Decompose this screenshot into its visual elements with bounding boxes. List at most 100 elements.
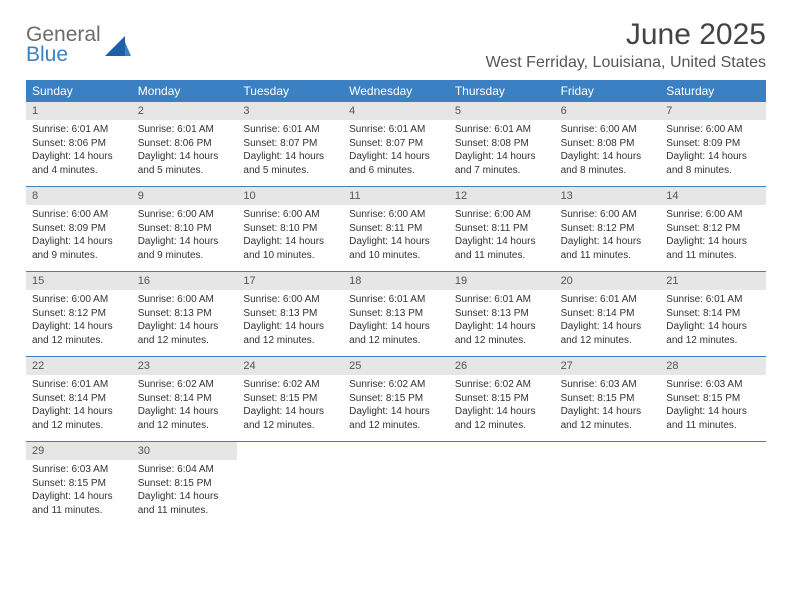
day-cell: 1Sunrise: 6:01 AMSunset: 8:06 PMDaylight… (26, 102, 132, 186)
daylight-text: Daylight: 14 hours (32, 320, 126, 334)
sunrise-text: Sunrise: 6:00 AM (32, 293, 126, 307)
day-number: 15 (26, 272, 132, 290)
sunrise-text: Sunrise: 6:01 AM (32, 123, 126, 137)
day-cell (237, 442, 343, 526)
daylight-text: and 5 minutes. (243, 164, 337, 178)
day-number: 2 (132, 102, 238, 120)
day-details: Sunrise: 6:01 AMSunset: 8:07 PMDaylight:… (343, 120, 449, 183)
daylight-text: Daylight: 14 hours (666, 150, 760, 164)
day-cell (660, 442, 766, 526)
day-details: Sunrise: 6:01 AMSunset: 8:13 PMDaylight:… (449, 290, 555, 353)
brand-logo: General Blue (26, 18, 131, 65)
sunrise-text: Sunrise: 6:00 AM (243, 208, 337, 222)
week-row: 1Sunrise: 6:01 AMSunset: 8:06 PMDaylight… (26, 102, 766, 187)
sunset-text: Sunset: 8:13 PM (455, 307, 549, 321)
day-details: Sunrise: 6:00 AMSunset: 8:11 PMDaylight:… (449, 205, 555, 268)
daylight-text: and 4 minutes. (32, 164, 126, 178)
sunrise-text: Sunrise: 6:00 AM (455, 208, 549, 222)
sunrise-text: Sunrise: 6:03 AM (32, 463, 126, 477)
day-details: Sunrise: 6:00 AMSunset: 8:08 PMDaylight:… (555, 120, 661, 183)
sunset-text: Sunset: 8:09 PM (32, 222, 126, 236)
day-details: Sunrise: 6:01 AMSunset: 8:06 PMDaylight:… (132, 120, 238, 183)
daylight-text: Daylight: 14 hours (349, 405, 443, 419)
sunset-text: Sunset: 8:15 PM (455, 392, 549, 406)
daylight-text: Daylight: 14 hours (243, 405, 337, 419)
day-details: Sunrise: 6:00 AMSunset: 8:12 PMDaylight:… (660, 205, 766, 268)
day-header: Tuesday (237, 80, 343, 102)
daylight-text: Daylight: 14 hours (666, 235, 760, 249)
day-cell: 14Sunrise: 6:00 AMSunset: 8:12 PMDayligh… (660, 187, 766, 271)
day-details: Sunrise: 6:04 AMSunset: 8:15 PMDaylight:… (132, 460, 238, 523)
day-header: Friday (555, 80, 661, 102)
day-details: Sunrise: 6:00 AMSunset: 8:09 PMDaylight:… (660, 120, 766, 183)
day-cell: 16Sunrise: 6:00 AMSunset: 8:13 PMDayligh… (132, 272, 238, 356)
day-cell: 13Sunrise: 6:00 AMSunset: 8:12 PMDayligh… (555, 187, 661, 271)
day-cell: 9Sunrise: 6:00 AMSunset: 8:10 PMDaylight… (132, 187, 238, 271)
day-cell: 19Sunrise: 6:01 AMSunset: 8:13 PMDayligh… (449, 272, 555, 356)
day-details: Sunrise: 6:01 AMSunset: 8:07 PMDaylight:… (237, 120, 343, 183)
daylight-text: and 12 minutes. (349, 419, 443, 433)
day-number: 7 (660, 102, 766, 120)
sunrise-text: Sunrise: 6:00 AM (243, 293, 337, 307)
day-cell: 12Sunrise: 6:00 AMSunset: 8:11 PMDayligh… (449, 187, 555, 271)
day-details: Sunrise: 6:00 AMSunset: 8:11 PMDaylight:… (343, 205, 449, 268)
day-cell: 27Sunrise: 6:03 AMSunset: 8:15 PMDayligh… (555, 357, 661, 441)
day-cell (343, 442, 449, 526)
day-number: 20 (555, 272, 661, 290)
day-details: Sunrise: 6:01 AMSunset: 8:06 PMDaylight:… (26, 120, 132, 183)
daylight-text: and 11 minutes. (666, 419, 760, 433)
day-cell: 10 Sunrise: 6:00 AMSunset: 8:10 PMDayligh… (237, 187, 343, 271)
daylight-text: and 12 minutes. (349, 334, 443, 348)
daylight-text: Daylight: 14 hours (32, 235, 126, 249)
sunset-text: Sunset: 8:08 PM (561, 137, 655, 151)
day-number: 19 (449, 272, 555, 290)
day-number: 18 (343, 272, 449, 290)
day-details: Sunrise: 6:02 AMSunset: 8:15 PMDaylight:… (449, 375, 555, 438)
daylight-text: Daylight: 14 hours (243, 150, 337, 164)
sunset-text: Sunset: 8:14 PM (666, 307, 760, 321)
title-block: June 2025 West Ferriday, Louisiana, Unit… (486, 18, 766, 72)
day-number: 11 (343, 187, 449, 205)
day-details: Sunrise: 6:00 AMSunset: 8:09 PMDaylight:… (26, 205, 132, 268)
sunrise-text: Sunrise: 6:01 AM (666, 293, 760, 307)
sunset-text: Sunset: 8:12 PM (561, 222, 655, 236)
daylight-text: Daylight: 14 hours (561, 235, 655, 249)
day-number: 16 (132, 272, 238, 290)
day-number: 25 (343, 357, 449, 375)
brand-text: General Blue (26, 24, 101, 65)
day-details: Sunrise: 6:00 AMSunset: 8:13 PMDaylight:… (132, 290, 238, 353)
sunset-text: Sunset: 8:07 PM (243, 137, 337, 151)
daylight-text: Daylight: 14 hours (561, 150, 655, 164)
sunrise-text: Sunrise: 6:02 AM (349, 378, 443, 392)
day-details: Sunrise: 6:01 AMSunset: 8:13 PMDaylight:… (343, 290, 449, 353)
day-number: 14 (660, 187, 766, 205)
sunrise-text: Sunrise: 6:00 AM (666, 208, 760, 222)
sunset-text: Sunset: 8:09 PM (666, 137, 760, 151)
day-cell: 11Sunrise: 6:00 AMSunset: 8:11 PMDayligh… (343, 187, 449, 271)
sunrise-text: Sunrise: 6:00 AM (561, 208, 655, 222)
daylight-text: and 8 minutes. (561, 164, 655, 178)
day-header: Wednesday (343, 80, 449, 102)
daylight-text: and 12 minutes. (32, 334, 126, 348)
sunrise-text: Sunrise: 6:03 AM (666, 378, 760, 392)
day-details: Sunrise: 6:00 AMSunset: 8:13 PMDaylight:… (237, 290, 343, 353)
daylight-text: and 12 minutes. (455, 334, 549, 348)
day-header: Monday (132, 80, 238, 102)
day-number: 1 (26, 102, 132, 120)
sunrise-text: Sunrise: 6:04 AM (138, 463, 232, 477)
day-number: 10 (237, 187, 343, 205)
sunset-text: Sunset: 8:13 PM (349, 307, 443, 321)
day-cell: 20Sunrise: 6:01 AMSunset: 8:14 PMDayligh… (555, 272, 661, 356)
brand-line2: Blue (26, 44, 101, 65)
day-number: 8 (26, 187, 132, 205)
day-number: 28 (660, 357, 766, 375)
daylight-text: Daylight: 14 hours (243, 235, 337, 249)
sunrise-text: Sunrise: 6:01 AM (349, 293, 443, 307)
sunset-text: Sunset: 8:07 PM (349, 137, 443, 151)
daylight-text: and 8 minutes. (666, 164, 760, 178)
day-cell: 15Sunrise: 6:00 AMSunset: 8:12 PMDayligh… (26, 272, 132, 356)
day-cell: 3Sunrise: 6:01 AMSunset: 8:07 PMDaylight… (237, 102, 343, 186)
week-row: 22Sunrise: 6:01 AMSunset: 8:14 PMDayligh… (26, 357, 766, 442)
sunset-text: Sunset: 8:10 PM (243, 222, 337, 236)
sunrise-text: Sunrise: 6:00 AM (561, 123, 655, 137)
